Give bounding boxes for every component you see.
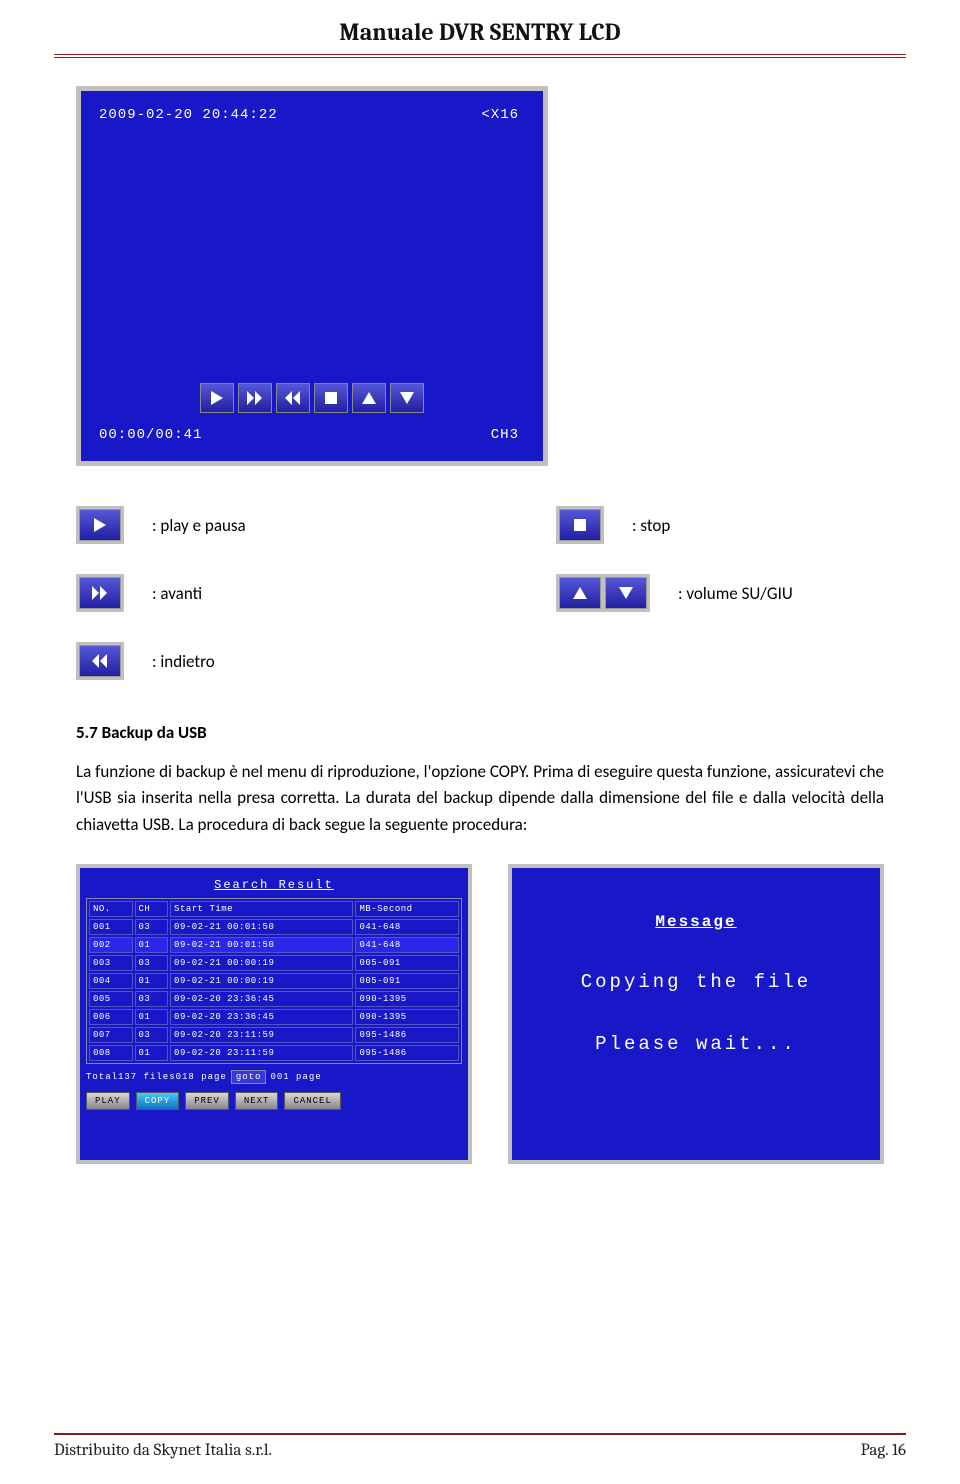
search-table: NO. CH Start Time MB-Second 0010309-02-2…	[86, 898, 462, 1064]
playback-timestamp: 2009-02-20 20:44:22	[99, 107, 278, 123]
header-divider	[54, 54, 906, 58]
playback-speed: <X16	[481, 107, 519, 123]
playback-screenshot: 2009-02-20 20:44:22 <X16 00:00/00:41 CH3	[76, 86, 548, 466]
search-result-screenshot: Search Result NO. CH Start Time MB-Secon…	[76, 864, 472, 1164]
playback-channel: CH3	[491, 427, 519, 443]
page-title: Manuale DVR SENTRY LCD	[0, 0, 960, 54]
table-row[interactable]: 0070309-02-20 23:11:59095-1486	[89, 1027, 459, 1043]
play-icon[interactable]	[200, 383, 234, 413]
table-row[interactable]: 0060109-02-20 23:36:45090-1395	[89, 1009, 459, 1025]
search-buttons: PLAY COPY PREV NEXT CANCEL	[86, 1092, 462, 1110]
footer-page-number: Pag. 16	[861, 1441, 906, 1460]
play-icon	[79, 509, 121, 541]
volume-up-icon	[559, 577, 601, 609]
footer-divider	[54, 1433, 906, 1435]
table-row[interactable]: 0040109-02-21 00:00:19005-091	[89, 973, 459, 989]
table-row[interactable]: 0010309-02-21 00:01:50041-648	[89, 919, 459, 935]
col-mb: MB-Second	[355, 901, 459, 917]
table-row[interactable]: 0080109-02-20 23:11:59095-1486	[89, 1045, 459, 1061]
cancel-button[interactable]: CANCEL	[284, 1092, 340, 1110]
message-line2: Please wait...	[595, 1033, 797, 1055]
legend-stop-label: : stop	[632, 515, 670, 536]
col-ch: CH	[135, 901, 169, 917]
legend-play-label: : play e pausa	[152, 515, 246, 536]
copy-button[interactable]: COPY	[136, 1092, 180, 1110]
search-title: Search Result	[86, 878, 462, 892]
col-start: Start Time	[170, 901, 353, 917]
prev-button[interactable]: PREV	[185, 1092, 229, 1110]
stop-icon	[559, 509, 601, 541]
table-row[interactable]: 0030309-02-21 00:00:19005-091	[89, 955, 459, 971]
legend-play: : play e pausa	[76, 506, 376, 544]
icon-legend: : play e pausa : stop : avanti : volume …	[76, 506, 884, 680]
legend-back: : indietro	[76, 642, 376, 680]
legend-volume: : volume SU/GIU	[556, 574, 856, 612]
table-row[interactable]: 0050309-02-20 23:36:45090-1395	[89, 991, 459, 1007]
footer-distributor: Distribuito da Skynet Italia s.r.l.	[54, 1441, 272, 1460]
section-body: La funzione di backup è nel menu di ripr…	[76, 759, 884, 838]
table-row[interactable]: 0020109-02-21 00:01:50041-648	[89, 937, 459, 953]
volume-down-icon[interactable]	[390, 383, 424, 413]
message-line1: Copying the file	[581, 971, 811, 993]
play-button[interactable]: PLAY	[86, 1092, 130, 1110]
playback-toolbar	[200, 383, 424, 413]
footer-right: 001 page	[270, 1072, 321, 1082]
legend-volume-label: : volume SU/GIU	[678, 583, 793, 604]
page-footer: Distribuito da Skynet Italia s.r.l. Pag.…	[54, 1433, 906, 1460]
section-heading: 5.7 Backup da USB	[76, 722, 884, 743]
fast-forward-icon	[79, 577, 121, 609]
search-footer: Total137 files018 page goto 001 page	[86, 1070, 462, 1084]
rewind-icon	[79, 645, 121, 677]
next-button[interactable]: NEXT	[235, 1092, 279, 1110]
legend-back-label: : indietro	[152, 651, 215, 672]
volume-down-icon	[605, 577, 647, 609]
legend-stop: : stop	[556, 506, 856, 544]
rewind-icon[interactable]	[276, 383, 310, 413]
playback-counter: 00:00/00:41	[99, 427, 202, 443]
message-screenshot: Message Copying the file Please wait...	[508, 864, 884, 1164]
legend-forward: : avanti	[76, 574, 376, 612]
goto-box[interactable]: goto	[231, 1070, 267, 1084]
volume-up-icon[interactable]	[352, 383, 386, 413]
footer-left: Total137 files018 page	[86, 1072, 227, 1082]
legend-forward-label: : avanti	[152, 583, 202, 604]
stop-icon[interactable]	[314, 383, 348, 413]
col-no: NO.	[89, 901, 133, 917]
message-title: Message	[655, 913, 736, 931]
fast-forward-icon[interactable]	[238, 383, 272, 413]
table-header-row: NO. CH Start Time MB-Second	[89, 901, 459, 917]
